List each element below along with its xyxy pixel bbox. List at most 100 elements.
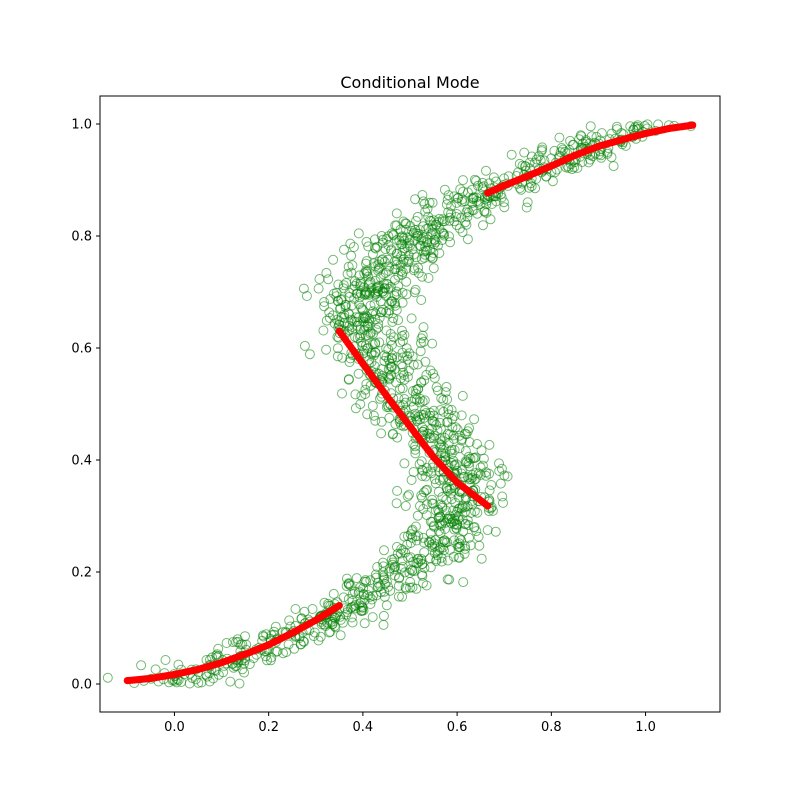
sample-point bbox=[383, 371, 394, 382]
sample-point bbox=[465, 453, 476, 464]
sample-point bbox=[393, 580, 404, 591]
sample-point bbox=[482, 525, 493, 536]
sample-point bbox=[473, 468, 484, 479]
sample-point bbox=[321, 344, 332, 355]
sample-point bbox=[469, 414, 480, 425]
sample-point bbox=[547, 176, 558, 187]
sample-point bbox=[412, 415, 423, 426]
sample-point bbox=[378, 619, 389, 630]
sample-point bbox=[471, 175, 482, 186]
sample-point bbox=[451, 197, 462, 208]
sample-point bbox=[345, 238, 356, 249]
sample-point bbox=[395, 260, 406, 271]
sample-point bbox=[409, 263, 420, 274]
sample-point bbox=[453, 552, 464, 563]
sample-point bbox=[410, 444, 421, 455]
sample-point bbox=[239, 667, 250, 678]
sample-point bbox=[184, 678, 195, 689]
sample-point bbox=[499, 202, 510, 213]
sample-point bbox=[437, 227, 447, 238]
sample-point bbox=[347, 617, 358, 628]
sample-point bbox=[436, 436, 447, 447]
sample-point bbox=[442, 394, 453, 405]
sample-point bbox=[391, 208, 402, 219]
sample-point bbox=[554, 132, 565, 143]
sample-point bbox=[409, 249, 419, 260]
x-tick-label: 0.0 bbox=[164, 720, 185, 735]
sample-point bbox=[405, 582, 415, 593]
sample-point bbox=[420, 356, 431, 367]
sample-point bbox=[359, 268, 370, 279]
sample-point bbox=[433, 217, 444, 228]
sample-point bbox=[567, 139, 578, 150]
sample-point bbox=[225, 676, 236, 687]
sample-point bbox=[427, 415, 438, 426]
sample-point bbox=[221, 638, 232, 648]
sample-point bbox=[393, 393, 404, 404]
sample-point bbox=[457, 194, 468, 205]
sample-point bbox=[399, 567, 410, 578]
sample-point bbox=[377, 254, 388, 265]
sample-point bbox=[404, 489, 414, 500]
sample-point bbox=[431, 556, 442, 566]
sample-point bbox=[485, 214, 496, 225]
sample-point bbox=[361, 379, 372, 389]
sample-point bbox=[318, 325, 329, 336]
sample-point bbox=[323, 274, 334, 285]
sample-point bbox=[457, 227, 468, 238]
sample-point bbox=[350, 603, 361, 614]
sample-point bbox=[377, 237, 388, 248]
sample-point bbox=[349, 601, 360, 612]
sample-point bbox=[424, 197, 435, 208]
sample-point bbox=[380, 244, 391, 255]
sample-point bbox=[364, 289, 374, 300]
sample-point bbox=[260, 651, 271, 662]
sample-point bbox=[378, 561, 389, 572]
sample-point bbox=[417, 271, 428, 282]
sample-point bbox=[463, 520, 474, 531]
sample-point bbox=[426, 251, 436, 262]
sample-point bbox=[516, 184, 527, 195]
sample-point bbox=[436, 440, 447, 450]
sample-point bbox=[370, 415, 381, 426]
sample-point bbox=[349, 586, 360, 597]
sample-point bbox=[441, 494, 452, 505]
sample-point bbox=[586, 131, 597, 142]
sample-point bbox=[413, 531, 424, 541]
sample-point bbox=[429, 234, 440, 245]
sample-point bbox=[400, 582, 411, 593]
sample-point bbox=[388, 332, 399, 343]
sample-point bbox=[460, 519, 470, 530]
sample-point bbox=[360, 330, 371, 341]
sample-point bbox=[304, 349, 315, 360]
sample-point bbox=[419, 547, 430, 558]
sample-point bbox=[441, 199, 452, 210]
sample-point bbox=[427, 517, 438, 527]
sample-point bbox=[342, 268, 353, 279]
sample-point bbox=[449, 445, 460, 455]
sample-point bbox=[212, 649, 223, 660]
y-tick-label: 0.2 bbox=[71, 566, 92, 581]
sample-point bbox=[428, 263, 439, 274]
sample-point bbox=[405, 577, 416, 587]
sample-point bbox=[456, 535, 467, 546]
sample-point bbox=[419, 405, 430, 416]
sample-point bbox=[357, 605, 367, 616]
sample-point bbox=[444, 574, 455, 585]
sample-point bbox=[453, 510, 464, 521]
sample-point bbox=[442, 194, 453, 205]
sample-point bbox=[359, 618, 370, 629]
sample-point bbox=[391, 498, 402, 509]
sample-point bbox=[418, 196, 429, 207]
sample-point bbox=[368, 410, 379, 421]
sample-point bbox=[438, 406, 449, 417]
sample-point bbox=[341, 573, 352, 584]
sample-point bbox=[630, 122, 640, 133]
sample-point bbox=[325, 294, 336, 304]
sample-point bbox=[410, 521, 421, 532]
sample-point bbox=[335, 303, 346, 314]
sample-point bbox=[580, 136, 591, 147]
sample-point bbox=[368, 258, 379, 269]
sample-point bbox=[413, 230, 424, 241]
sample-point bbox=[299, 636, 309, 647]
